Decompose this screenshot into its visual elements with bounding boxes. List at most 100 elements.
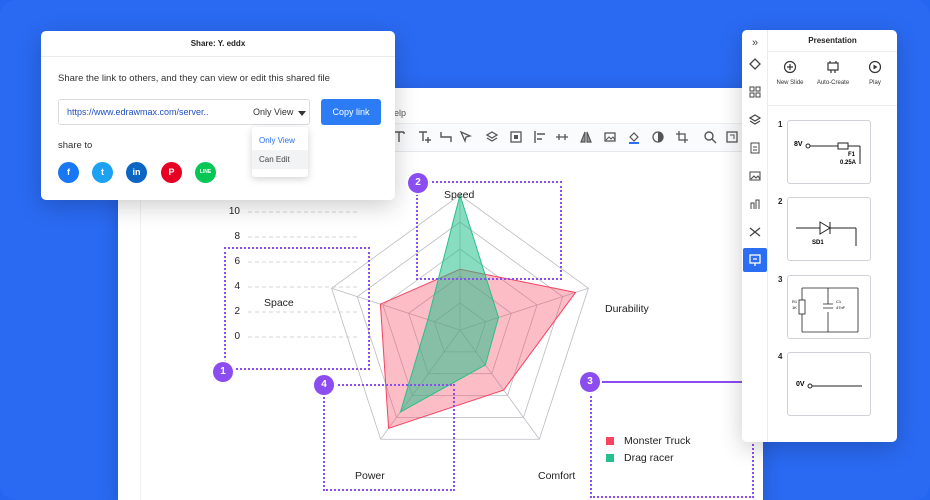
connector-tool-icon[interactable] bbox=[438, 130, 454, 146]
text-box-tool-icon[interactable] bbox=[416, 130, 432, 146]
new-slide-button[interactable]: New Slide bbox=[768, 60, 812, 86]
slide-thumbnail-1[interactable]: 8V F1 0.25A bbox=[787, 120, 871, 184]
page-icon[interactable] bbox=[747, 141, 763, 157]
axis-label-durability: Durability bbox=[605, 303, 649, 315]
plus-circle-icon bbox=[783, 60, 797, 74]
radar-ring bbox=[382, 248, 538, 396]
share-link-url[interactable]: https://www.edrawmax.com/server.. bbox=[67, 107, 209, 117]
slide-4-label-a: 0V bbox=[796, 381, 805, 388]
group-tool-icon[interactable] bbox=[508, 130, 524, 146]
scale-tick-label: 0 bbox=[234, 331, 240, 342]
auto-create-button[interactable]: Auto-Create bbox=[811, 60, 855, 86]
presentation-panel: » Presentation New Slide Auto-Create Pla… bbox=[742, 30, 897, 442]
zoom-icon[interactable] bbox=[702, 130, 718, 146]
editor-menu-bar: elp bbox=[118, 88, 763, 124]
share-description: Share the link to others, and they can v… bbox=[58, 73, 330, 84]
radar-series bbox=[379, 193, 577, 429]
pinterest-icon[interactable]: P bbox=[161, 162, 182, 183]
callout-badge-3[interactable]: 3 bbox=[580, 372, 600, 392]
crop-tool-icon[interactable] bbox=[674, 130, 690, 146]
scale-tick-label: 8 bbox=[234, 231, 240, 242]
image-icon[interactable] bbox=[747, 169, 763, 185]
slide-thumbnail-3[interactable]: R1 1K C1 47nF bbox=[787, 275, 871, 339]
collapse-panel-icon[interactable]: » bbox=[751, 37, 759, 49]
editor-window: elp bbox=[118, 88, 763, 500]
permission-option-can-edit[interactable]: Can Edit bbox=[252, 150, 308, 169]
axis-label-space: Space bbox=[264, 297, 294, 309]
slide-1-label-b: F1 bbox=[848, 152, 856, 158]
image-tool-icon[interactable] bbox=[602, 130, 618, 146]
scale-tick-label: 4 bbox=[234, 281, 240, 292]
scale-tick-label: 2 bbox=[234, 306, 240, 317]
play-button[interactable]: Play bbox=[853, 60, 897, 86]
slide-number: 2 bbox=[778, 197, 783, 206]
side-icon-strip: » bbox=[742, 30, 768, 442]
text-tool-icon[interactable] bbox=[391, 130, 407, 146]
align-tool-icon[interactable] bbox=[532, 130, 548, 146]
fullscreen-icon[interactable] bbox=[724, 130, 740, 146]
menu-help[interactable]: elp bbox=[394, 108, 407, 118]
legend-swatch bbox=[606, 454, 614, 462]
line-style-icon[interactable] bbox=[650, 130, 666, 146]
copy-link-button[interactable]: Copy link bbox=[321, 99, 381, 125]
share-to-label: share to bbox=[58, 140, 93, 151]
chevron-down-icon[interactable] bbox=[298, 111, 306, 116]
layers-icon[interactable] bbox=[747, 113, 763, 129]
slide-1-label-a: 8V bbox=[794, 141, 803, 148]
twitter-icon[interactable]: t bbox=[92, 162, 113, 183]
permission-select[interactable]: Only View bbox=[253, 107, 294, 117]
presentation-icon[interactable] bbox=[743, 248, 767, 272]
presentation-title: Presentation bbox=[768, 30, 897, 52]
radar-ring bbox=[356, 221, 564, 418]
callout-box-space bbox=[224, 247, 370, 370]
fill-icon[interactable] bbox=[747, 57, 763, 73]
slide-number: 1 bbox=[778, 120, 783, 129]
axis-label-power: Power bbox=[355, 470, 385, 482]
share-dialog: Share: Y. eddx Share the link to others,… bbox=[41, 31, 395, 200]
callout-badge-2[interactable]: 2 bbox=[408, 173, 428, 193]
slide-1-label-c: 0.25A bbox=[840, 160, 857, 166]
scale-tick-label: 6 bbox=[234, 256, 240, 267]
slide-2-label-a: SD1 bbox=[812, 240, 824, 246]
callout-box-speed bbox=[416, 181, 562, 280]
chart-icon[interactable] bbox=[747, 197, 763, 213]
slide-3-label-c: C1 bbox=[836, 299, 842, 304]
shuffle-icon[interactable] bbox=[747, 225, 763, 241]
axis-label-comfort: Comfort bbox=[538, 470, 576, 482]
auto-create-label: Auto-Create bbox=[816, 80, 850, 86]
series-drag-racer bbox=[399, 193, 500, 413]
fill-color-icon[interactable] bbox=[626, 130, 642, 146]
linkedin-icon[interactable]: in bbox=[126, 162, 147, 183]
distribute-tool-icon[interactable] bbox=[554, 130, 570, 146]
scale-tick-label: 10 bbox=[228, 206, 240, 217]
grid-icon[interactable] bbox=[747, 85, 763, 101]
play-icon bbox=[868, 60, 882, 74]
new-slide-label: New Slide bbox=[776, 80, 804, 86]
slide-thumbnail-4[interactable]: 0V bbox=[787, 352, 871, 416]
callout-box-power bbox=[323, 384, 455, 491]
callout-line bbox=[600, 381, 744, 383]
callout-badge-1[interactable]: 1 bbox=[213, 362, 233, 382]
flip-tool-icon[interactable] bbox=[578, 130, 594, 146]
callout-badge-4[interactable]: 4 bbox=[314, 375, 334, 395]
radar-ring bbox=[331, 194, 589, 440]
pointer-tool-icon[interactable] bbox=[458, 130, 474, 146]
facebook-icon[interactable]: f bbox=[58, 162, 79, 183]
line-icon[interactable]: LINE bbox=[195, 162, 216, 183]
permission-option-only-view[interactable]: Only View bbox=[259, 136, 295, 145]
slide-number: 3 bbox=[778, 275, 783, 284]
share-link-field[interactable]: https://www.edrawmax.com/server.. Only V… bbox=[58, 99, 310, 125]
slide-3-label-a: R1 bbox=[792, 299, 798, 304]
slide-3-label-b: 1K bbox=[792, 305, 797, 310]
legend-label: Drag racer bbox=[624, 452, 674, 464]
legend-label: Monster Truck bbox=[624, 435, 691, 447]
callout-box-legend bbox=[590, 381, 754, 498]
share-dialog-title: Share: Y. eddx bbox=[41, 31, 395, 57]
slide-number: 4 bbox=[778, 352, 783, 361]
layers-tool-icon[interactable] bbox=[484, 130, 500, 146]
legend-swatch bbox=[606, 437, 614, 445]
slide-thumbnail-2[interactable]: SD1 bbox=[787, 197, 871, 261]
divider bbox=[768, 105, 897, 106]
